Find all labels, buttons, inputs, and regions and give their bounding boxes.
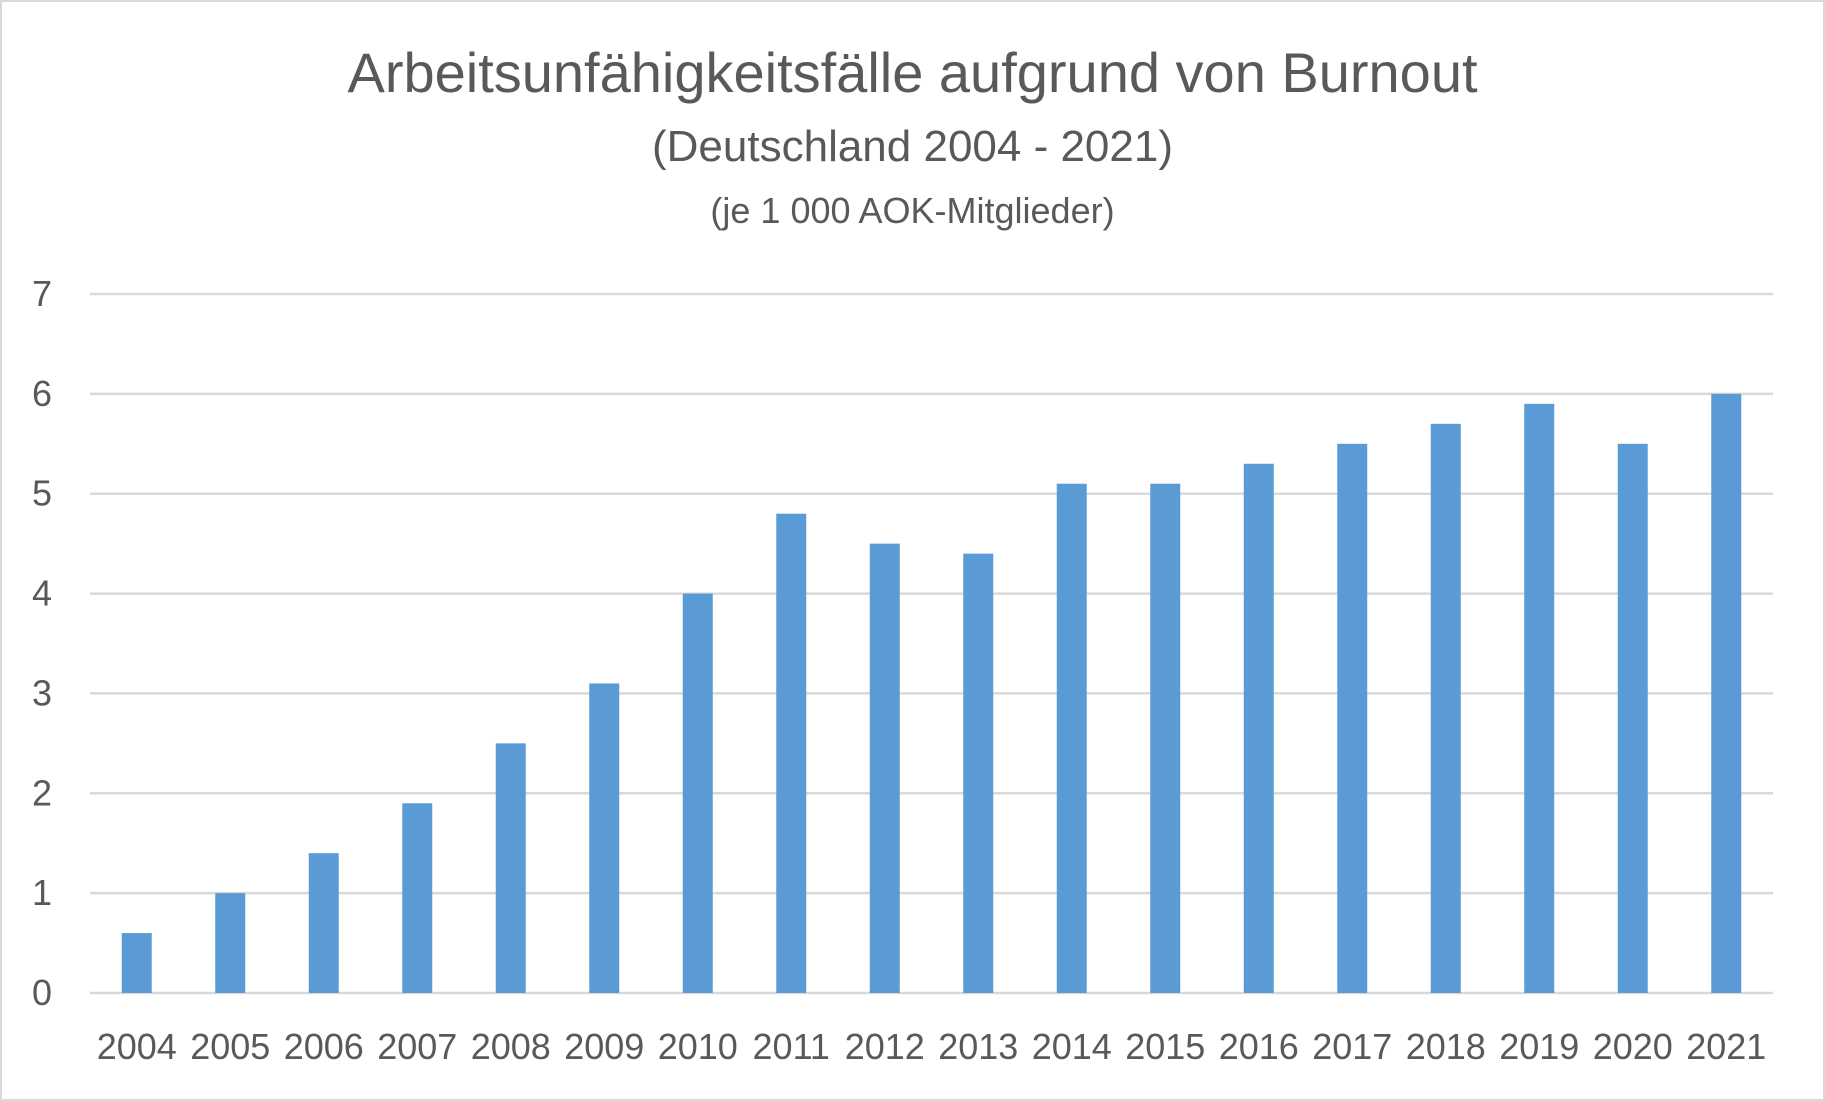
- bar-2014: [1056, 483, 1087, 993]
- y-tick-label: 1: [32, 872, 52, 913]
- bar-2016: [1243, 463, 1274, 993]
- gridlines: [90, 292, 1773, 995]
- bar-2021: [1711, 393, 1742, 993]
- x-tick-label: 2012: [845, 1026, 925, 1067]
- bar-2013: [963, 553, 994, 993]
- bar-2009: [589, 683, 620, 993]
- x-tick-label: 2009: [564, 1026, 644, 1067]
- bar-2011: [776, 513, 807, 993]
- bars: [121, 393, 1742, 993]
- x-tick-label: 2018: [1406, 1026, 1486, 1067]
- y-tick-label: 4: [32, 573, 52, 614]
- bar-2018: [1430, 423, 1461, 993]
- x-tick-label: 2007: [377, 1026, 457, 1067]
- chart-title: Arbeitsunfähigkeitsfälle aufgrund von Bu…: [347, 41, 1478, 104]
- x-tick-label: 2005: [190, 1026, 270, 1067]
- x-tick-label: 2021: [1686, 1026, 1766, 1067]
- y-tick-label: 6: [32, 373, 52, 414]
- bar-2020: [1617, 443, 1648, 993]
- x-tick-label: 2006: [284, 1026, 364, 1067]
- x-tick-label: 2004: [97, 1026, 177, 1067]
- x-tick-label: 2014: [1032, 1026, 1112, 1067]
- x-axis-ticks: 2004 2005 2006 2007 2008 2009 2010 2011 2012 2013…: [97, 1026, 1767, 1067]
- x-tick-label: 2010: [658, 1026, 738, 1067]
- bar-2008: [495, 743, 526, 993]
- y-axis-ticks: 0 1 2 3 4 5 6 7: [32, 273, 52, 1013]
- x-tick-label: 2017: [1312, 1026, 1392, 1067]
- y-tick-label: 5: [32, 473, 52, 514]
- chart-subtitle-units: (je 1 000 AOK-Mitglieder): [710, 190, 1115, 231]
- bar-2017: [1337, 443, 1368, 993]
- bar-2005: [215, 893, 246, 993]
- bar-2012: [869, 543, 900, 993]
- bar-2015: [1150, 483, 1181, 993]
- y-tick-label: 3: [32, 672, 52, 713]
- y-tick-label: 7: [32, 273, 52, 314]
- x-tick-label: 2011: [753, 1026, 830, 1067]
- x-tick-label: 2015: [1125, 1026, 1205, 1067]
- bar-2007: [402, 803, 433, 993]
- x-tick-label: 2016: [1219, 1026, 1299, 1067]
- y-tick-label: 0: [32, 972, 52, 1013]
- bar-2004: [121, 933, 152, 993]
- x-tick-label: 2013: [938, 1026, 1018, 1067]
- chart-subtitle: (Deutschland 2004 - 2021): [652, 122, 1173, 171]
- bar-2010: [682, 593, 713, 993]
- x-tick-label: 2019: [1499, 1026, 1579, 1067]
- bar-2019: [1524, 403, 1555, 993]
- y-tick-label: 2: [32, 772, 52, 813]
- x-tick-label: 2008: [471, 1026, 551, 1067]
- x-tick-label: 2020: [1593, 1026, 1673, 1067]
- bar-2006: [308, 853, 339, 993]
